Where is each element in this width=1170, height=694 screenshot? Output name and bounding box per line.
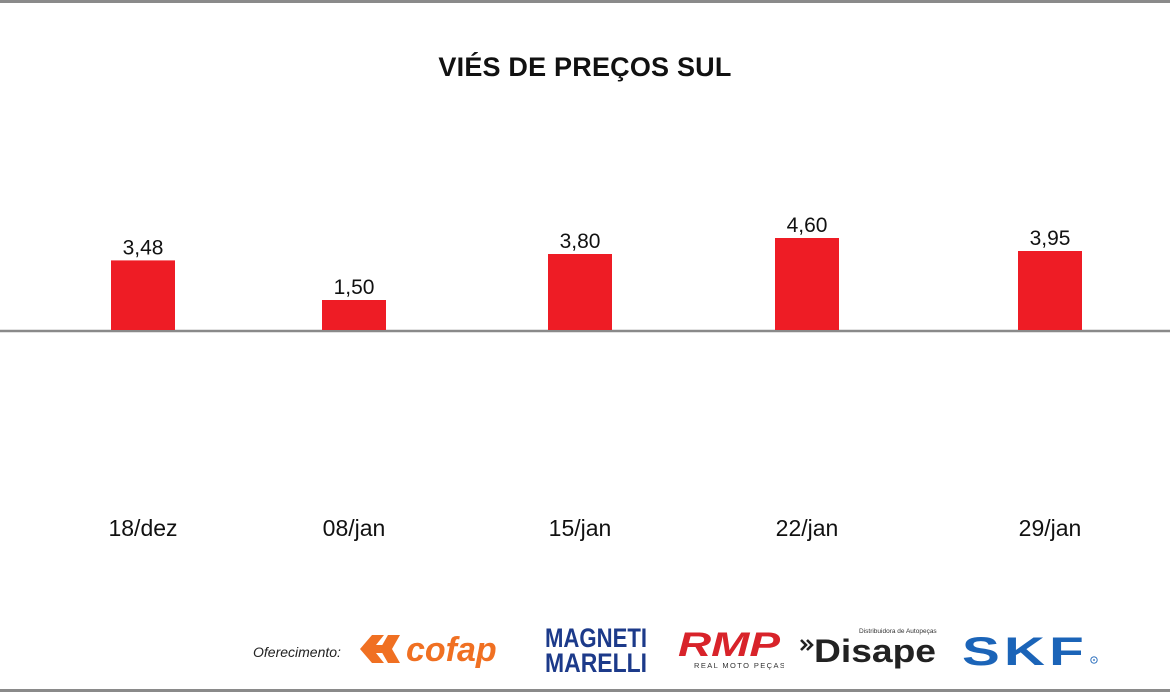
x-tick-label-18-dez: 18/dez: [108, 515, 177, 541]
x-tick-label-29-jan: 29/jan: [1019, 515, 1082, 541]
bar-29-jan: [1018, 251, 1082, 330]
magneti-wordmark: MAGNETI: [545, 624, 647, 653]
cofap-logo: cofap: [360, 631, 497, 669]
bar-15-jan: [548, 254, 612, 330]
cofap-wordmark: cofap: [406, 631, 497, 669]
x-tick-label-08-jan: 08/jan: [323, 515, 386, 541]
data-label-15-jan: 3,80: [560, 230, 601, 253]
data-label-29-jan: 3,95: [1030, 227, 1071, 250]
x-tick-label-22-jan: 22/jan: [776, 515, 839, 541]
sponsor-label: Oferecimento:: [253, 644, 341, 660]
marelli-wordmark: MARELLI: [545, 648, 647, 676]
data-label-22-jan: 4,60: [787, 214, 828, 237]
bar-22-jan: [775, 238, 839, 330]
chart-title: VIÉS DE PREÇOS SUL: [438, 52, 732, 82]
rmp-wordmark: RMP: [678, 626, 780, 664]
top-border-line: [0, 0, 1170, 3]
skf-logo: SKF: [962, 630, 1098, 670]
x-tick-label-15-jan: 15/jan: [549, 515, 612, 541]
rmp-subtitle: REAL MOTO PEÇAS: [694, 661, 784, 670]
cofap-mark-icon: [360, 635, 400, 663]
disape-subtitle: Distribuidora de Autopeças: [859, 628, 937, 635]
skf-wordmark: SKF: [962, 630, 1088, 670]
data-label-18-dez: 3,48: [123, 236, 164, 259]
bottom-border-line: [0, 689, 1170, 692]
bar-08-jan: [322, 300, 386, 330]
rmp-logo: RMP REAL MOTO PEÇAS: [678, 626, 784, 670]
bar-18-dez: [111, 260, 175, 330]
disape-wordmark: Disape: [814, 633, 936, 669]
double-chevron-icon: [800, 639, 814, 651]
magneti-marelli-logo: MAGNETI MARELLI: [545, 624, 647, 676]
data-label-08-jan: 1,50: [334, 276, 375, 299]
disape-logo: Distribuidora de Autopeças Disape: [800, 628, 937, 669]
registered-icon: [1090, 656, 1098, 664]
